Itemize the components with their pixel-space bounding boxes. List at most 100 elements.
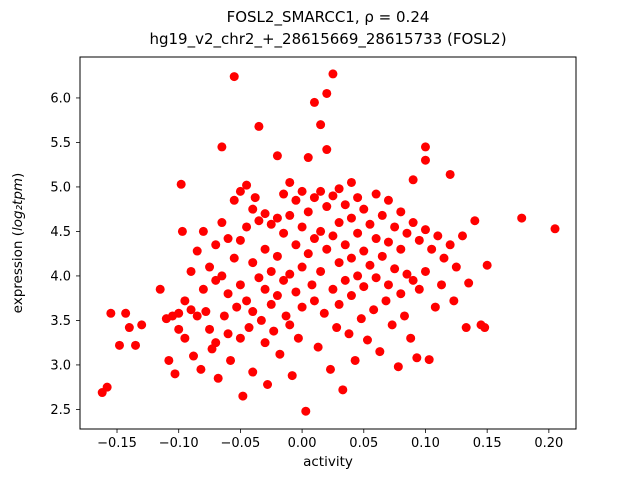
- tick-marks: [76, 97, 550, 433]
- data-point: [375, 347, 385, 357]
- data-point: [192, 246, 202, 256]
- data-point: [211, 338, 221, 348]
- data-point: [260, 338, 270, 348]
- data-point: [223, 234, 233, 244]
- data-point: [396, 207, 406, 217]
- data-point: [390, 222, 400, 232]
- data-point: [263, 380, 273, 389]
- data-point: [303, 207, 313, 217]
- data-point: [371, 234, 381, 244]
- data-point: [106, 308, 116, 318]
- x-tick-label: −0.10: [159, 436, 199, 451]
- data-point: [322, 145, 332, 155]
- data-point: [186, 266, 196, 276]
- data-point: [396, 289, 406, 299]
- data-point: [400, 311, 409, 321]
- data-point: [285, 269, 295, 279]
- data-point: [346, 213, 356, 223]
- data-point: [229, 195, 239, 205]
- data-point: [244, 323, 254, 333]
- data-point: [334, 218, 344, 228]
- data-point: [319, 308, 329, 318]
- x-tick-labels: −0.15 −0.10 −0.05 0.00 0.05 0.10 0.15 0.20: [97, 436, 563, 451]
- x-tick-label: 0.10: [411, 436, 440, 451]
- data-point: [377, 251, 387, 261]
- data-point: [414, 284, 424, 294]
- data-point: [248, 258, 258, 268]
- data-point: [256, 315, 266, 325]
- data-point: [180, 296, 190, 306]
- data-point: [293, 333, 303, 343]
- data-point: [402, 269, 412, 279]
- data-point: [269, 326, 279, 336]
- data-point: [205, 262, 215, 272]
- data-point: [229, 72, 239, 82]
- y-tick-label: 5.5: [50, 136, 71, 151]
- x-tick-label: 0.15: [473, 436, 502, 451]
- data-point: [176, 179, 186, 189]
- data-point: [291, 195, 301, 205]
- data-point: [281, 311, 291, 321]
- data-point: [359, 246, 369, 256]
- data-point: [266, 266, 276, 276]
- data-point: [362, 335, 372, 345]
- data-point: [250, 193, 260, 203]
- data-point: [322, 202, 332, 212]
- data-point: [322, 244, 332, 254]
- data-point: [383, 237, 393, 247]
- data-point: [393, 362, 403, 372]
- data-point: [174, 308, 184, 318]
- y-tick-label: 5.0: [50, 180, 71, 195]
- y-tick-label: 4.5: [50, 225, 71, 240]
- data-point: [242, 296, 252, 306]
- data-point: [445, 240, 455, 250]
- data-point: [480, 323, 490, 333]
- data-point: [219, 311, 229, 321]
- data-point: [433, 231, 443, 241]
- data-point: [359, 282, 369, 292]
- data-point: [235, 186, 245, 196]
- data-point: [275, 349, 285, 359]
- data-point: [229, 253, 239, 263]
- data-point: [437, 280, 447, 290]
- data-point: [201, 307, 211, 317]
- x-tick-label: 0.00: [288, 436, 317, 451]
- data-point: [353, 271, 363, 281]
- data-point: [266, 219, 276, 229]
- data-point: [420, 266, 430, 276]
- data-point: [325, 364, 335, 374]
- data-point: [260, 209, 270, 219]
- data-point: [396, 244, 406, 254]
- data-point: [445, 169, 455, 179]
- data-point: [408, 275, 418, 285]
- data-point: [353, 228, 363, 238]
- data-point: [260, 244, 270, 254]
- data-point: [449, 296, 459, 306]
- data-point: [328, 284, 338, 294]
- data-point: [297, 186, 307, 196]
- data-point: [121, 308, 131, 318]
- data-point: [353, 193, 363, 203]
- data-point: [177, 226, 187, 236]
- data-point: [272, 213, 282, 223]
- data-point: [242, 180, 252, 190]
- y-axis-label-prefix: expression (: [10, 231, 26, 313]
- data-point: [365, 219, 375, 229]
- data-point: [420, 142, 430, 152]
- data-point: [340, 240, 350, 250]
- data-point: [303, 153, 313, 163]
- data-point: [307, 280, 317, 290]
- data-point: [309, 97, 319, 107]
- data-point: [309, 296, 319, 306]
- data-point: [402, 228, 412, 238]
- data-point: [248, 367, 258, 377]
- data-point: [174, 324, 184, 334]
- data-point: [369, 305, 379, 315]
- y-axis-label-suffix: ): [10, 173, 26, 178]
- data-point: [313, 342, 323, 352]
- y-tick-labels: 2.5 3.0 3.5 4.0 4.5 5.0 5.5 6.0: [50, 91, 71, 417]
- data-point: [309, 193, 319, 203]
- data-point: [328, 191, 338, 201]
- data-point: [213, 373, 223, 383]
